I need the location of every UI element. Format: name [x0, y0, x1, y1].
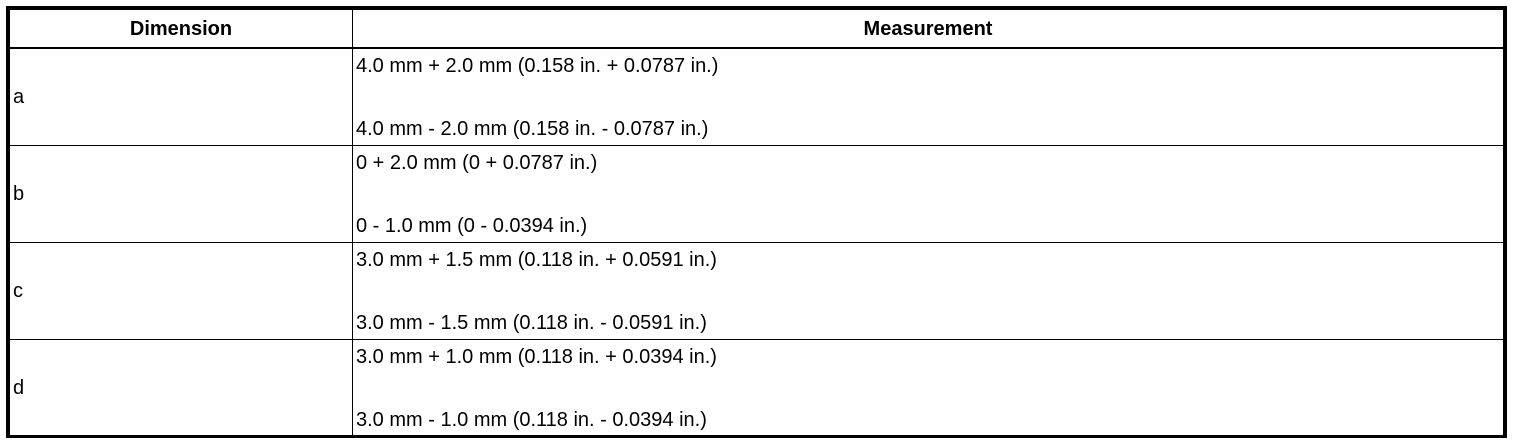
measurement-lower: 0 - 1.0 mm (0 - 0.0394 in.) [356, 215, 588, 237]
dimension-cell: c [9, 242, 353, 340]
measurement-upper: 0 + 2.0 mm (0 + 0.0787 in.) [356, 152, 598, 174]
header-row: Dimension Measurement [9, 9, 1504, 49]
dimension-cell: d [9, 339, 353, 437]
table-row: a 4.0 mm + 2.0 mm (0.158 in. + 0.0787 in… [9, 47, 1504, 146]
measurement-cell: 4.0 mm + 2.0 mm (0.158 in. + 0.0787 in.)… [352, 47, 1504, 146]
dimension-table-frame: Dimension Measurement a 4.0 mm + 2.0 mm … [6, 6, 1507, 438]
measurement-lower: 3.0 mm - 1.5 mm (0.118 in. - 0.0591 in.) [356, 312, 707, 334]
measurement-lower: 4.0 mm - 2.0 mm (0.158 in. - 0.0787 in.) [356, 118, 709, 140]
measurement-cell: 3.0 mm + 1.5 mm (0.118 in. + 0.0591 in.)… [352, 242, 1504, 340]
measurement-upper: 3.0 mm + 1.0 mm (0.118 in. + 0.0394 in.) [356, 346, 717, 368]
table-row: c 3.0 mm + 1.5 mm (0.118 in. + 0.0591 in… [9, 242, 1504, 340]
table-row: b 0 + 2.0 mm (0 + 0.0787 in.) 0 - 1.0 mm… [9, 145, 1504, 243]
measurement-stack: 3.0 mm + 1.5 mm (0.118 in. + 0.0591 in.)… [356, 243, 1503, 339]
measurement-upper: 4.0 mm + 2.0 mm (0.158 in. + 0.0787 in.) [356, 55, 719, 77]
measurement-lower: 3.0 mm - 1.0 mm (0.118 in. - 0.0394 in.) [356, 409, 707, 431]
header-measurement: Measurement [352, 9, 1504, 49]
dimension-cell: b [9, 145, 353, 243]
measurement-stack: 4.0 mm + 2.0 mm (0.158 in. + 0.0787 in.)… [356, 49, 1503, 145]
measurement-cell: 0 + 2.0 mm (0 + 0.0787 in.) 0 - 1.0 mm (… [352, 145, 1504, 243]
measurement-cell: 3.0 mm + 1.0 mm (0.118 in. + 0.0394 in.)… [352, 339, 1504, 437]
table-body: a 4.0 mm + 2.0 mm (0.158 in. + 0.0787 in… [9, 47, 1504, 437]
header-dimension: Dimension [9, 9, 353, 49]
dimension-table: Dimension Measurement a 4.0 mm + 2.0 mm … [9, 9, 1504, 437]
measurement-stack: 3.0 mm + 1.0 mm (0.118 in. + 0.0394 in.)… [356, 340, 1503, 436]
dimension-cell: a [9, 47, 353, 146]
table-header: Dimension Measurement [9, 9, 1504, 49]
measurement-upper: 3.0 mm + 1.5 mm (0.118 in. + 0.0591 in.) [356, 249, 717, 271]
table-row: d 3.0 mm + 1.0 mm (0.118 in. + 0.0394 in… [9, 339, 1504, 437]
measurement-stack: 0 + 2.0 mm (0 + 0.0787 in.) 0 - 1.0 mm (… [356, 146, 1503, 242]
